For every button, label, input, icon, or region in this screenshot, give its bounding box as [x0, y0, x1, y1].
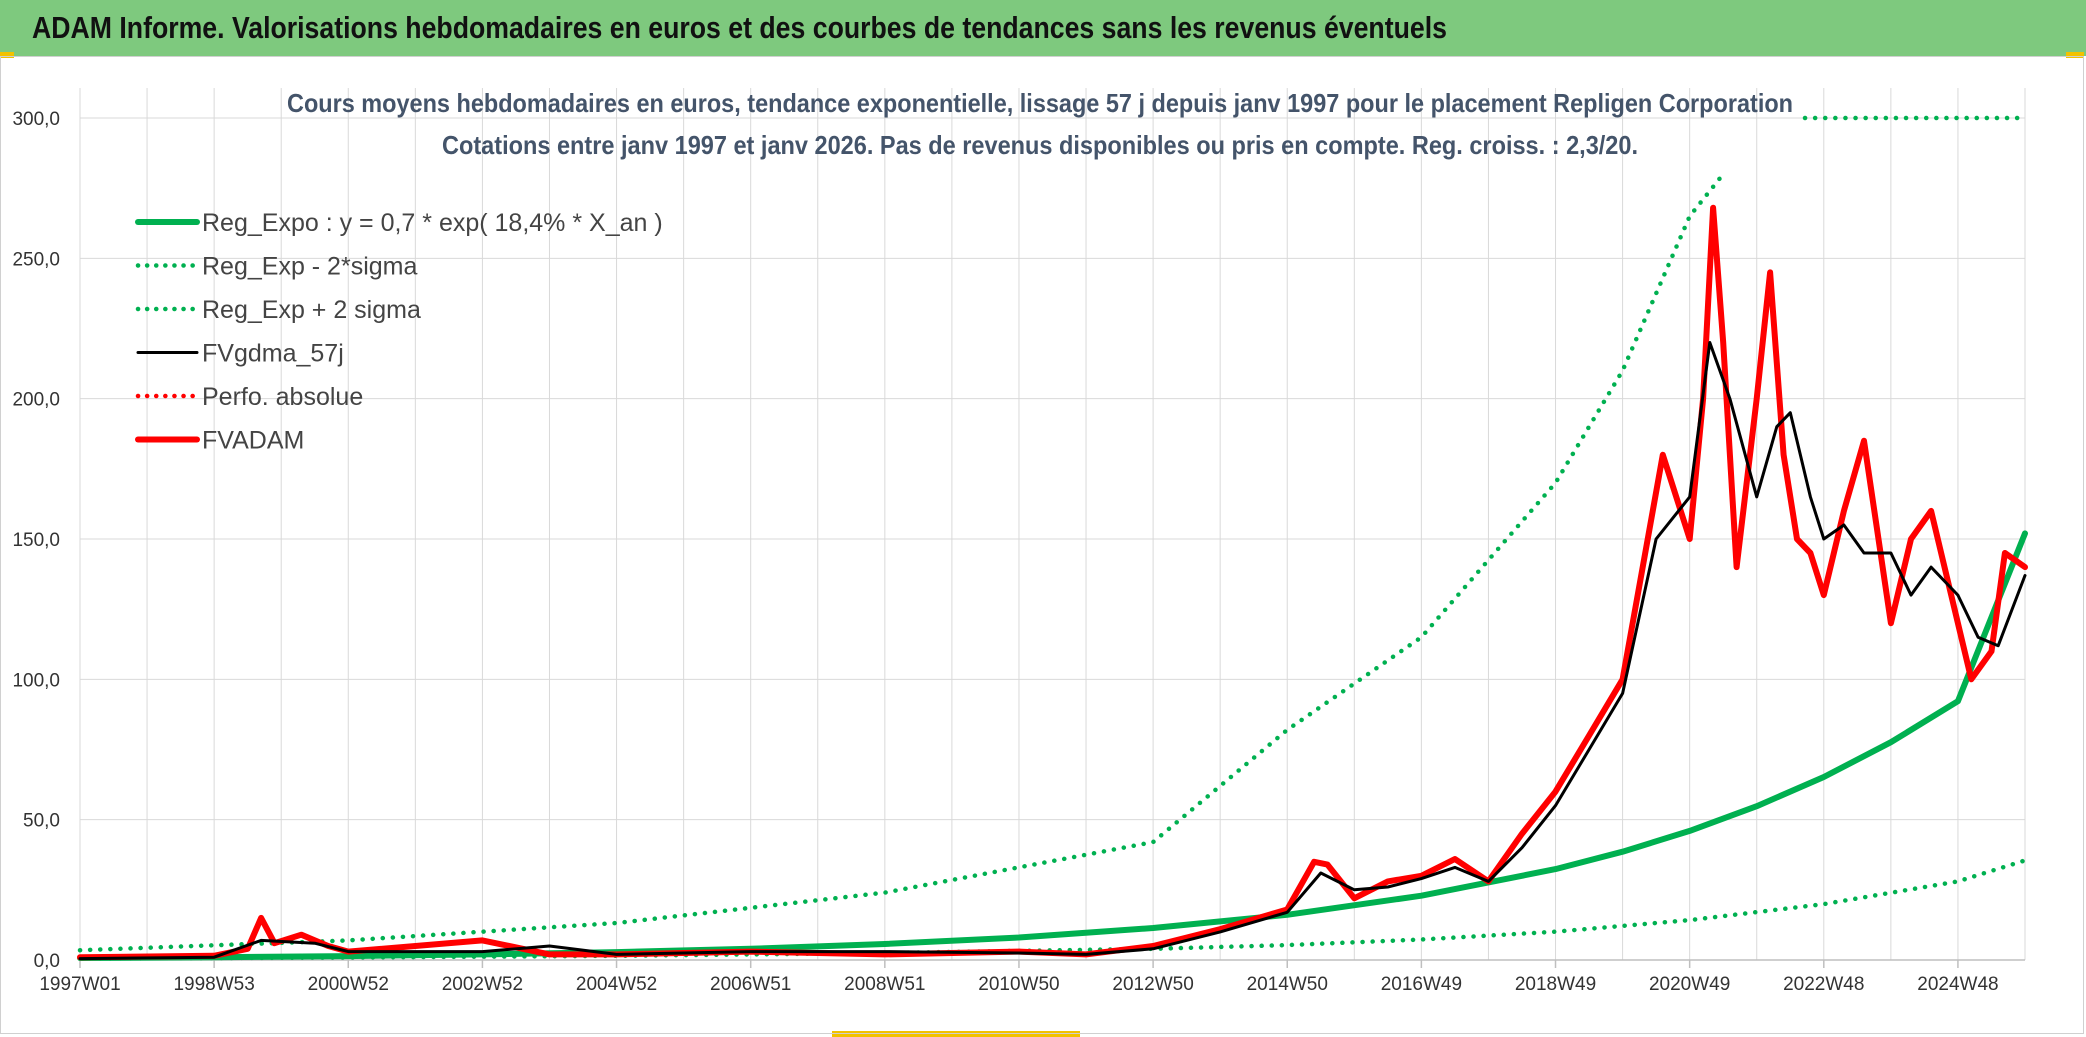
chart-frame: [0, 56, 2084, 1034]
x-tick-label: 2000W52: [308, 974, 389, 995]
legend-label: FVADAM: [202, 427, 304, 455]
x-tick-label: 2020W49: [1649, 974, 1730, 995]
corner-accent-left: [0, 52, 14, 58]
legend-label: FVgdma_57j: [202, 340, 344, 368]
y-tick-label: 50,0: [23, 811, 60, 832]
x-tick-label: 2004W52: [576, 974, 657, 995]
series-line-3: [78, 341, 2027, 961]
series-layer: [77, 115, 2028, 961]
chart-title: Cours moyens hebdomadaires en euros, ten…: [287, 88, 1793, 118]
x-tick-label: 2006W51: [710, 974, 791, 995]
x-tick-label: 2022W48: [1783, 974, 1864, 995]
x-axis: 1997W01 1998W53 2000W52 2002W52 2004W52 2006W…: [39, 959, 2025, 995]
x-tick-label: 1997W01: [39, 974, 120, 995]
legend-label: Perfo. absolue: [202, 383, 363, 411]
y-tick-label: 250,0: [12, 249, 60, 270]
x-tick-label: 2010W50: [978, 974, 1059, 995]
legend-label: Reg_Exp + 2 sigma: [202, 296, 421, 324]
x-tick-label: 2012W50: [1112, 974, 1193, 995]
bottom-accent: [832, 1031, 1080, 1037]
y-tick-label: 0,0: [34, 951, 60, 972]
series-line-1: [77, 858, 2028, 961]
y-axis: 0,0 50,0 100,0 150,0 200,0 250,0 300,0: [12, 109, 60, 972]
x-tick-label: 2014W50: [1247, 974, 1328, 995]
x-tick-label: 2024W48: [1917, 974, 1998, 995]
series-line-2: [77, 171, 1726, 953]
x-tick-label: 2018W49: [1515, 974, 1596, 995]
legend: Reg_Expo : y = 0,7 * exp( 18,4% * X_an )…: [135, 209, 663, 455]
legend-label: Reg_Expo : y = 0,7 * exp( 18,4% * X_an ): [202, 209, 663, 237]
x-tick-label: 2008W51: [844, 974, 925, 995]
legend-label: Reg_Exp - 2*sigma: [202, 253, 417, 281]
series-line-0: [77, 530, 2028, 961]
grid: [79, 88, 2026, 961]
y-tick-label: 150,0: [12, 530, 60, 551]
x-tick-label: 1998W53: [173, 974, 254, 995]
chart-subtitle: Cotations entre janv 1997 et janv 2026. …: [442, 130, 1638, 160]
corner-accent-right: [2066, 52, 2084, 58]
y-tick-label: 200,0: [12, 390, 60, 411]
y-tick-label: 100,0: [12, 670, 60, 691]
page-title: ADAM Informe. Valorisations hebdomadaire…: [32, 10, 1447, 45]
y-tick-label: 300,0: [12, 109, 60, 130]
header-bar: ADAM Informe. Valorisations hebdomadaire…: [0, 0, 2086, 56]
x-tick-label: 2002W52: [442, 974, 523, 995]
x-tick-label: 2016W49: [1381, 974, 1462, 995]
